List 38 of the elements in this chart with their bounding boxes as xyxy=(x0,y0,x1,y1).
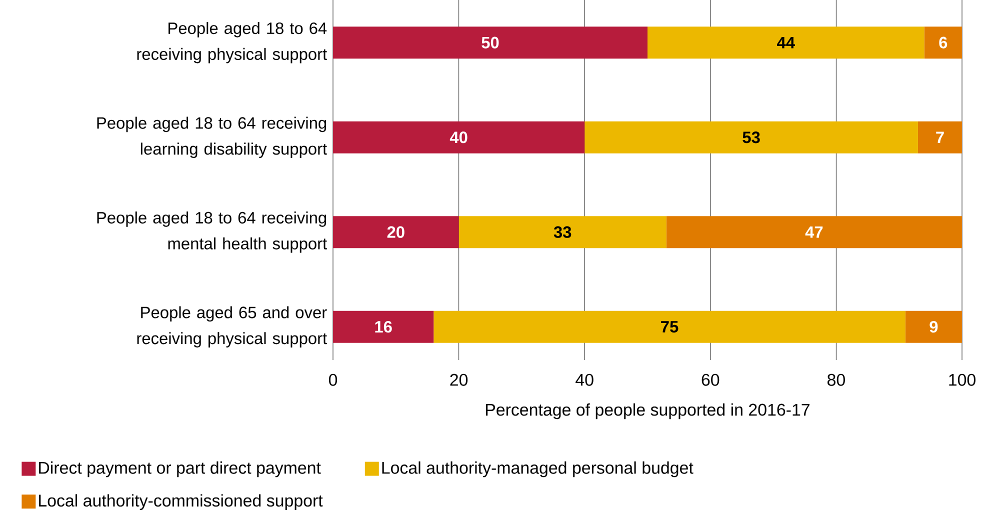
y-tick-label: People aged 18 to 64 receiving mental health support xyxy=(97,212,327,253)
data-label: 50 xyxy=(482,36,499,48)
y-tick-label: People aged 65 and over receiving physical support xyxy=(137,306,327,348)
data-label: 7 xyxy=(936,132,944,144)
x-tick-label: 40 xyxy=(576,374,594,386)
bar xyxy=(905,310,962,343)
data-label: 6 xyxy=(939,36,948,48)
data-label: 16 xyxy=(375,321,392,333)
data-label: 47 xyxy=(805,226,823,238)
legend-label: Direct payment or part direct payment xyxy=(39,461,321,478)
bar xyxy=(333,216,459,248)
bar xyxy=(666,216,962,248)
legend-label: Local authority-commissioned support xyxy=(39,494,323,510)
bar xyxy=(918,121,962,154)
data-label: 9 xyxy=(930,321,938,333)
data-label: 20 xyxy=(387,226,404,238)
x-tick-label: 20 xyxy=(450,374,468,386)
x-tick-label: 0 xyxy=(328,374,338,386)
data-label: 40 xyxy=(450,132,468,144)
data-label: 33 xyxy=(554,226,572,238)
bar xyxy=(924,26,962,59)
legend-label: Local authority-managed personal budget xyxy=(382,461,694,478)
x-tick-label: 80 xyxy=(828,374,845,386)
data-label: 44 xyxy=(776,36,795,48)
bar xyxy=(434,310,906,343)
x-tick-label: 100 xyxy=(949,374,976,386)
y-tick-label: People aged 18 to 64 receiving physical support xyxy=(137,22,327,64)
x-tick-label: 60 xyxy=(702,374,720,386)
bar xyxy=(648,26,924,59)
data-label: 53 xyxy=(742,132,760,144)
bar xyxy=(584,121,918,154)
bar xyxy=(333,26,648,59)
x-axis-title: Percentage of people supported in 2016-17 xyxy=(486,403,810,420)
bar xyxy=(458,216,666,248)
bar xyxy=(333,121,585,154)
bar xyxy=(333,310,434,343)
data-label: 75 xyxy=(661,321,678,333)
y-tick-label: People aged 18 to 64 receiving learning disability support xyxy=(97,116,327,158)
